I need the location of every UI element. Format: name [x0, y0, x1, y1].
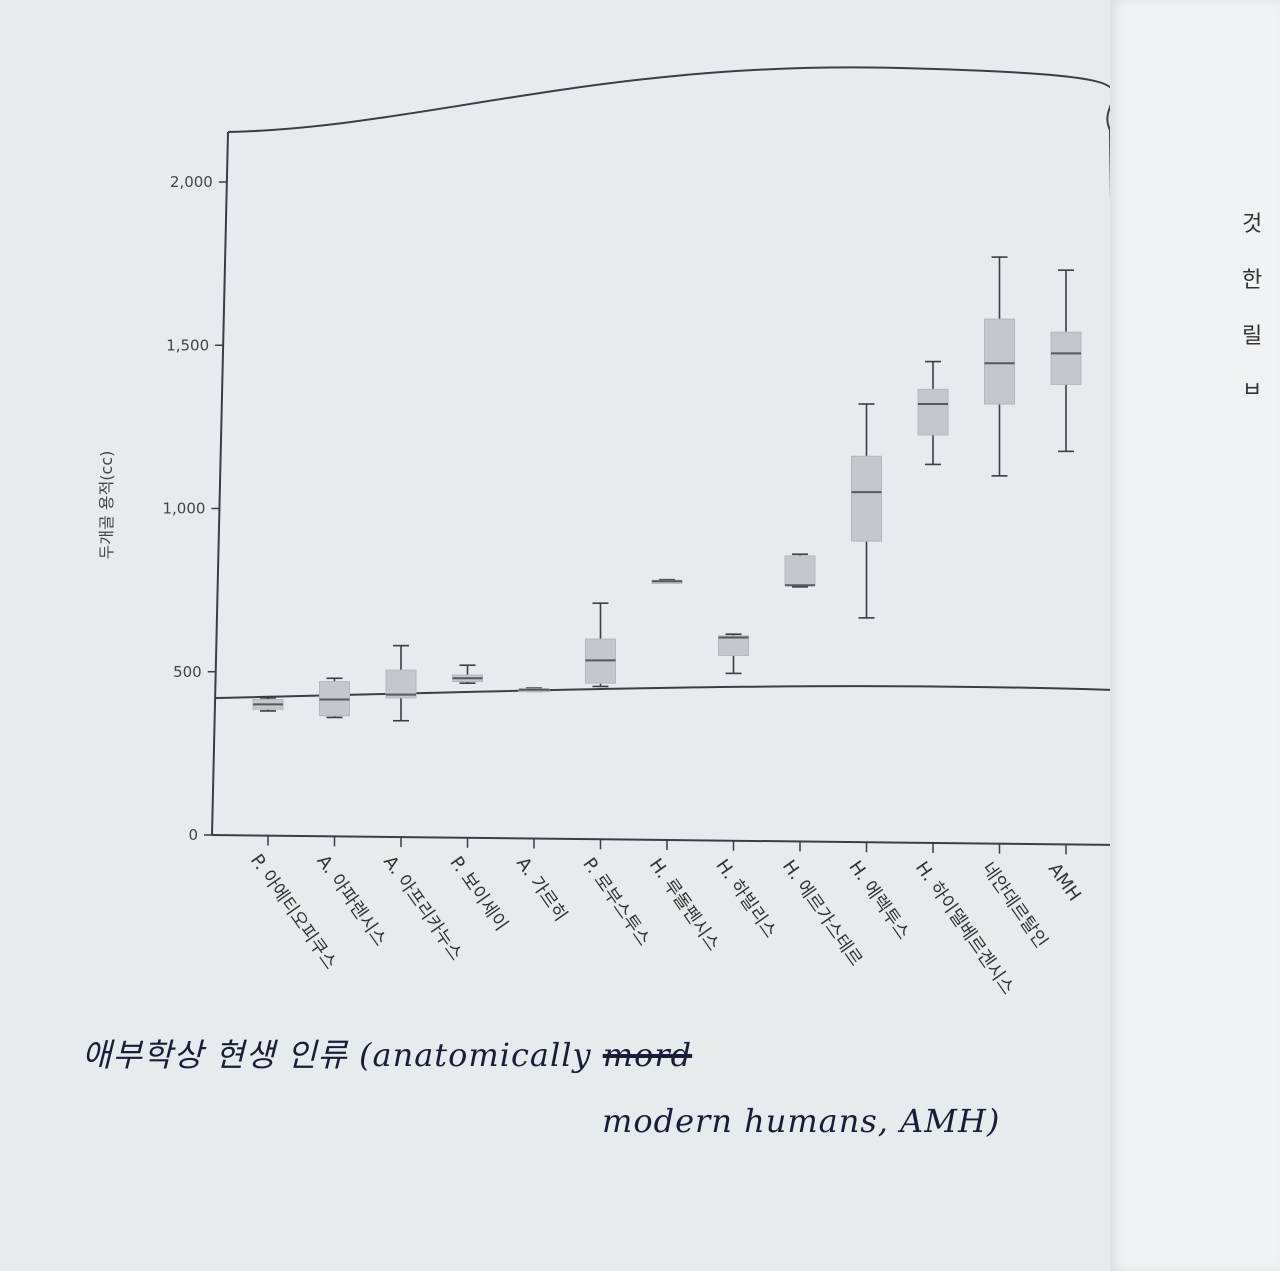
y-tick-label: 2,000: [170, 173, 213, 191]
box-10: [851, 403, 882, 619]
facing-page: [1110, 0, 1280, 1271]
book-page: [0, 0, 1110, 1271]
box-iqr: [1050, 331, 1082, 385]
x-tick-label: A. 가르히: [512, 853, 571, 925]
facing-page-text: 한: [1242, 268, 1263, 293]
box-11: [917, 360, 949, 466]
y-tick-label: 1,000: [162, 500, 205, 518]
facing-page-text: 릴: [1242, 324, 1263, 349]
box-4: [452, 664, 483, 684]
y-axis-label: 두개골 용적(cc): [97, 451, 116, 560]
box-iqr: [984, 318, 1015, 405]
box-8: [718, 633, 749, 675]
box-iqr: [784, 555, 816, 586]
x-tick-label: A. 아파렌시스: [312, 851, 390, 950]
box-7: [651, 578, 683, 584]
y-axis: [211, 131, 229, 836]
y-tick-label: 0: [188, 826, 198, 844]
x-tick-label: P. 로부스투스: [578, 854, 654, 950]
y-tick-label: 500: [173, 663, 202, 681]
box-12: [984, 256, 1015, 477]
box-1: [252, 697, 284, 712]
box-9: [784, 553, 816, 588]
facing-page-text: ㅂ: [1242, 378, 1263, 403]
x-tick-label: H. 에렉투스: [844, 857, 913, 944]
facing-page-text: 것: [1242, 212, 1263, 237]
x-tick-label: P. 보이세이: [445, 853, 511, 935]
box-iqr: [385, 669, 417, 699]
annotation-line-2: modern humans, AMH): [602, 1102, 1001, 1140]
x-axis: [211, 834, 1110, 846]
annotation-line-1: 애부학상 현생 인류 (anatomically: [82, 1036, 592, 1074]
box-5: [518, 687, 550, 693]
annotation-struck-word: mord: [602, 1036, 693, 1074]
chart-top-edge: [227, 66, 1110, 133]
box-6: [585, 602, 616, 688]
x-tick-label: H. 루돌펜시스: [645, 855, 724, 955]
box-2: [319, 677, 350, 719]
box-13: [1050, 269, 1082, 453]
x-tick-label: 네안데르탈인: [977, 858, 1051, 951]
x-tick-label: AMH: [1044, 859, 1085, 905]
x-tick-label: H. 하빌리스: [711, 856, 780, 943]
box-iqr: [851, 455, 882, 542]
box-3: [385, 644, 417, 722]
handwritten-annotation: 애부학상 현생 인류 (anatomically mord modern hum…: [82, 1022, 1042, 1172]
box-iqr: [718, 635, 749, 656]
box-iqr: [917, 388, 949, 436]
y-tick-label: 1,500: [166, 336, 209, 354]
